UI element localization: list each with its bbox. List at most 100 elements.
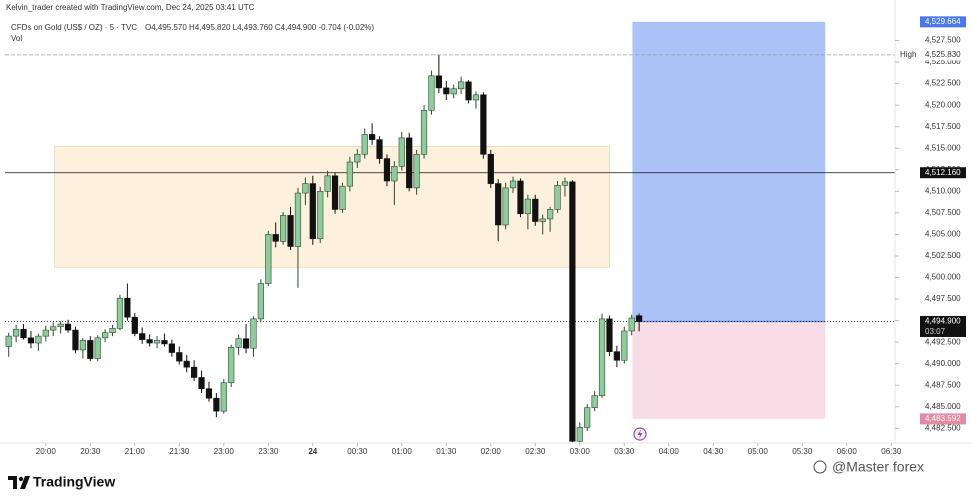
candle-body — [72, 329, 79, 351]
x-tick-label: 21:00 — [125, 447, 146, 456]
candle-body — [302, 183, 309, 194]
x-tick-label: 05:00 — [748, 447, 769, 456]
y-tick-label: 4,487.500 — [925, 380, 961, 389]
candle-body — [146, 339, 153, 344]
candle-body — [153, 340, 161, 344]
candle-body — [161, 340, 168, 345]
candle-body — [584, 407, 591, 428]
x-tick-label: 02:30 — [525, 447, 546, 456]
x-tick-label: 03:30 — [614, 447, 635, 456]
candle-body — [517, 180, 524, 215]
price-label-box — [920, 413, 966, 425]
candle-body — [13, 328, 20, 337]
candle-body — [406, 137, 413, 189]
candle-body — [79, 340, 86, 351]
candle-body — [168, 343, 175, 353]
x-tick-label: 20:00 — [36, 447, 57, 456]
candle-body — [131, 316, 138, 334]
candle-body — [428, 75, 435, 111]
y-tick-label: 4,497.500 — [925, 294, 961, 303]
candle-body — [331, 175, 339, 210]
candle-body — [376, 139, 383, 159]
y-tick-label: 4,492.500 — [925, 337, 961, 346]
timer: 03:07 — [925, 327, 946, 336]
x-tick-label: 24 — [308, 447, 317, 456]
y-tick-label: 4,517.500 — [925, 122, 961, 131]
candle-body — [435, 75, 442, 89]
symbol: CFDs on Gold (US$ / OZ) · 5 · TVC — [11, 23, 137, 32]
candle-body — [532, 198, 539, 222]
candle-body — [450, 88, 457, 95]
level-label: 4,494.900 — [925, 317, 961, 326]
candle-body — [621, 330, 628, 361]
candle-body — [5, 335, 12, 347]
candle-body — [213, 397, 220, 412]
candle-body — [198, 377, 205, 390]
candle-body — [309, 183, 316, 240]
x-tick-label: 04:00 — [659, 447, 680, 456]
level-label-box — [920, 315, 966, 327]
x-tick-label: 06:00 — [837, 447, 858, 456]
loss-zone — [632, 321, 826, 419]
x-tick-label: 01:30 — [436, 447, 457, 456]
candle-body — [458, 81, 465, 90]
alert-icon — [633, 427, 647, 441]
candle-body — [116, 297, 124, 329]
x-tick-label: 01:00 — [392, 447, 413, 456]
candle-body — [539, 218, 546, 222]
candle-body — [524, 198, 531, 215]
y-tick-label: 4,510.000 — [925, 186, 961, 195]
y-tick-label: 4,515.000 — [925, 143, 961, 152]
y-tick-label: 4,527.500 — [925, 36, 961, 45]
y-tick-label: 4,520.000 — [925, 100, 961, 109]
candle-body — [272, 234, 279, 242]
candle-body — [502, 187, 509, 226]
volume-label: Vol — [11, 34, 22, 43]
candle-body — [561, 181, 569, 186]
candle-body — [235, 338, 242, 348]
x-tick-label: 20:30 — [80, 447, 101, 456]
y-tick-label: 4,502.500 — [925, 251, 961, 260]
candle-body — [242, 338, 250, 349]
candle-body — [42, 329, 49, 337]
candle-body — [361, 134, 368, 155]
candle-body — [487, 153, 494, 184]
price-label: 4,483.592 — [925, 414, 961, 423]
level-label-box — [920, 49, 966, 61]
candle-body — [613, 351, 620, 361]
y-tick-label: 4,500.000 — [925, 273, 961, 282]
y-tick-label: 4,522.500 — [925, 79, 961, 88]
x-tick-label: 06:30 — [881, 447, 902, 456]
y-tick-label: 4,507.500 — [925, 208, 961, 217]
level-name: High — [900, 50, 916, 59]
candle-body — [287, 215, 294, 247]
candle-body — [383, 158, 391, 182]
candle-body — [294, 192, 302, 247]
candle-body — [628, 317, 635, 332]
candle-body — [420, 110, 428, 155]
profit-zone — [632, 21, 826, 322]
candle-body — [87, 340, 94, 359]
candle-body — [398, 137, 405, 167]
candle-body — [569, 181, 576, 442]
plot-area — [5, 21, 895, 443]
candle-body — [324, 175, 331, 192]
candle-body — [265, 234, 272, 284]
candle-body — [205, 388, 213, 399]
candle-body — [109, 328, 116, 333]
candle-body — [183, 360, 190, 368]
y-tick-label: 4,482.500 — [925, 423, 961, 432]
candle-body — [547, 209, 554, 220]
candle-body — [636, 315, 643, 322]
candle-body — [35, 335, 42, 344]
x-tick-label: 05:30 — [792, 447, 813, 456]
candle-body — [317, 191, 324, 240]
candle-body — [280, 215, 287, 242]
candle-body — [228, 347, 235, 383]
candle-body — [472, 94, 480, 101]
candle-body — [191, 366, 198, 378]
x-tick-label: 23:00 — [214, 447, 235, 456]
candle-body — [443, 87, 450, 95]
candle-body — [509, 180, 517, 189]
